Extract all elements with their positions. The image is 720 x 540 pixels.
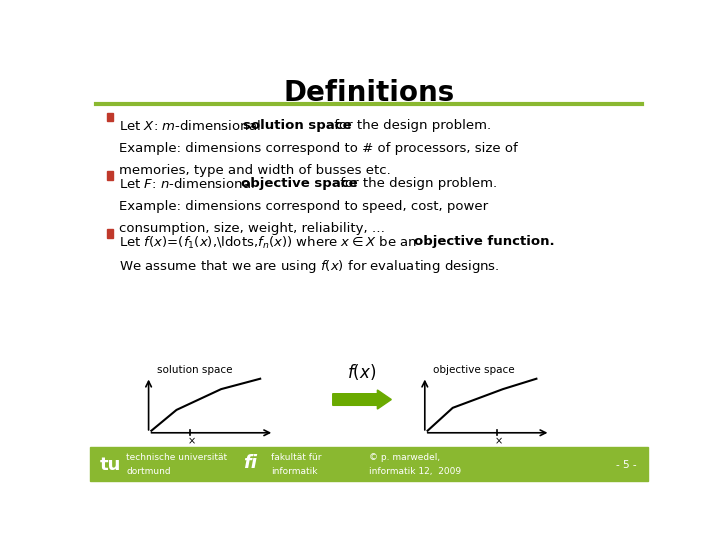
Text: Let $F$: $n$-dimensional: Let $F$: $n$-dimensional xyxy=(119,177,256,191)
Text: - 5 -: - 5 - xyxy=(616,460,637,470)
Text: solution space: solution space xyxy=(243,119,352,132)
Text: memories, type and width of busses etc.: memories, type and width of busses etc. xyxy=(119,164,391,177)
Text: Let $f$($x$)=($f_1$($x$),\ldots,$f_n$($x$)) where $x$$\in$$X$ be an: Let $f$($x$)=($f_1$($x$),\ldots,$f_n$($x… xyxy=(119,235,418,252)
Text: © p. marwedel,: © p. marwedel, xyxy=(369,453,440,462)
Text: informatik: informatik xyxy=(271,467,318,476)
Text: dortmund: dortmund xyxy=(126,467,171,476)
Text: for the design problem.: for the design problem. xyxy=(336,177,497,190)
Text: ×: × xyxy=(187,436,196,446)
Text: Example: dimensions correspond to # of processors, size of: Example: dimensions correspond to # of p… xyxy=(119,141,518,155)
Text: objective function.: objective function. xyxy=(414,235,554,248)
Text: informatik 12,  2009: informatik 12, 2009 xyxy=(369,467,461,476)
Text: consumption, size, weight, reliability, …: consumption, size, weight, reliability, … xyxy=(119,222,385,235)
Text: for the design problem.: for the design problem. xyxy=(330,119,491,132)
FancyArrow shape xyxy=(333,390,392,409)
Text: objective space: objective space xyxy=(240,177,357,190)
Text: fakultät für: fakultät für xyxy=(271,453,322,462)
Bar xyxy=(107,171,113,180)
Text: fi: fi xyxy=(243,454,258,472)
Text: ×: × xyxy=(495,436,503,446)
Text: Example: dimensions correspond to speed, cost, power: Example: dimensions correspond to speed,… xyxy=(119,200,488,213)
Text: Definitions: Definitions xyxy=(284,79,454,107)
Text: $f(x)$: $f(x)$ xyxy=(347,362,377,382)
Text: objective space: objective space xyxy=(433,364,515,375)
Text: solution space: solution space xyxy=(157,364,233,375)
Bar xyxy=(107,230,113,238)
Text: tu: tu xyxy=(100,456,122,474)
Bar xyxy=(90,447,648,481)
Text: Let $X$: $m$-dimensional: Let $X$: $m$-dimensional xyxy=(119,119,262,133)
Bar xyxy=(107,113,113,122)
Text: technische universität: technische universität xyxy=(126,453,228,462)
Text: We assume that we are using $f$($x$) for evaluating designs.: We assume that we are using $f$($x$) for… xyxy=(119,258,500,275)
